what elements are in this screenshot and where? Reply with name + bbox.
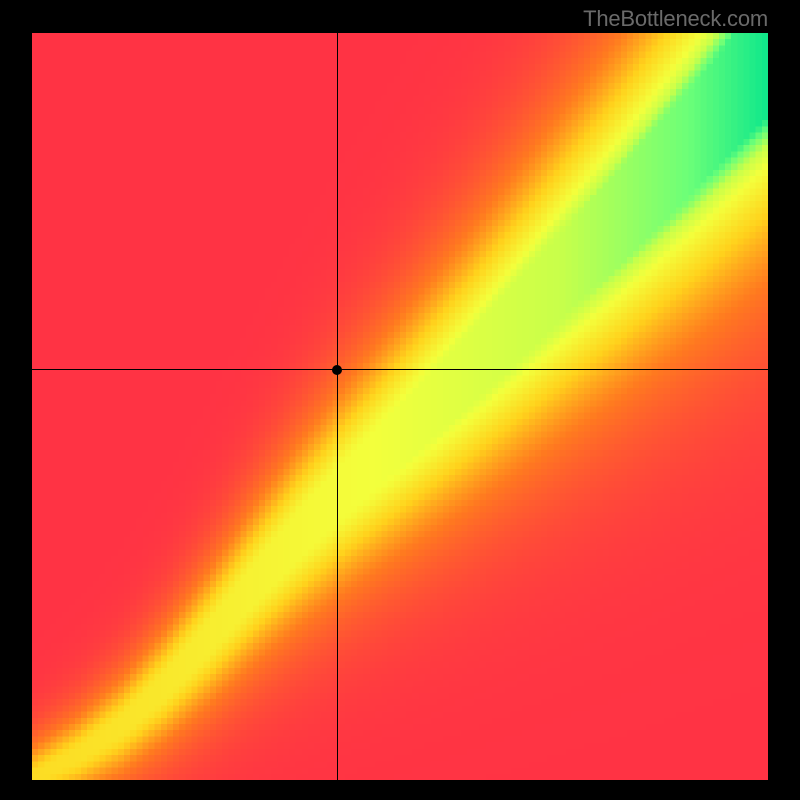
watermark-text: TheBottleneck.com <box>583 6 768 32</box>
heatmap-chart <box>32 33 768 780</box>
heatmap-canvas <box>32 33 768 780</box>
crosshair-vertical <box>337 33 338 780</box>
crosshair-marker <box>332 365 342 375</box>
crosshair-horizontal <box>32 369 768 370</box>
